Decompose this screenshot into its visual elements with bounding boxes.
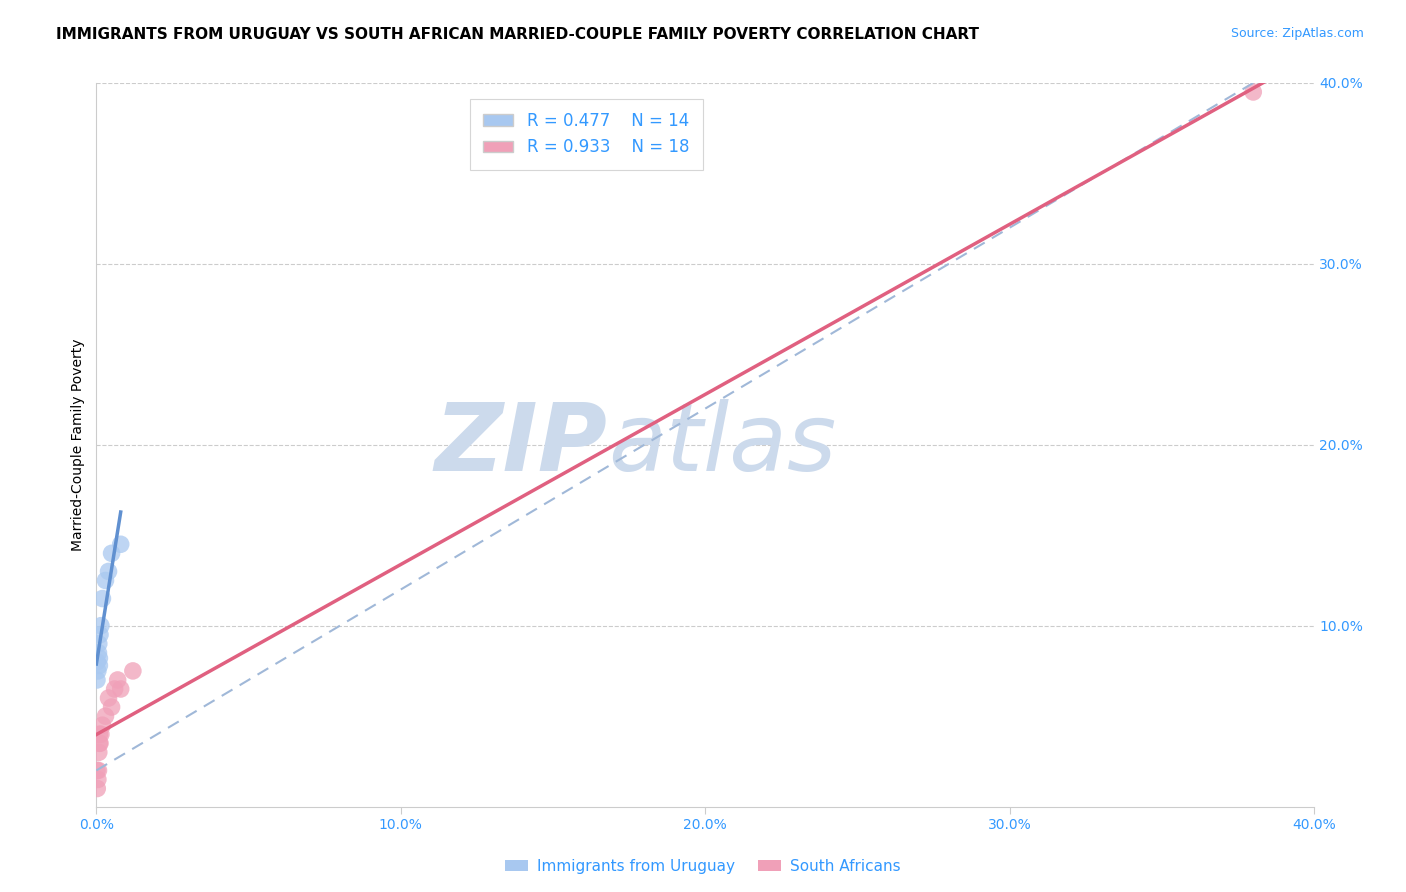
Point bbox=[89, 736, 111, 750]
Point bbox=[87, 637, 110, 651]
Point bbox=[100, 546, 122, 560]
Point bbox=[89, 736, 111, 750]
Point bbox=[89, 628, 111, 642]
Legend: Immigrants from Uruguay, South Africans: Immigrants from Uruguay, South Africans bbox=[499, 853, 907, 880]
Point bbox=[87, 772, 110, 787]
Point bbox=[97, 691, 120, 706]
Point bbox=[104, 681, 127, 696]
Y-axis label: Married-Couple Family Poverty: Married-Couple Family Poverty bbox=[72, 339, 86, 551]
Point bbox=[87, 664, 110, 678]
Point bbox=[94, 709, 117, 723]
Point bbox=[110, 537, 132, 551]
Point bbox=[89, 651, 111, 665]
Point bbox=[87, 764, 110, 778]
Point bbox=[91, 718, 114, 732]
Text: ZIP: ZIP bbox=[434, 399, 607, 491]
Point bbox=[86, 781, 108, 796]
Text: atlas: atlas bbox=[607, 400, 837, 491]
Point bbox=[94, 574, 117, 588]
Point bbox=[86, 764, 108, 778]
Text: IMMIGRANTS FROM URUGUAY VS SOUTH AFRICAN MARRIED-COUPLE FAMILY POVERTY CORRELATI: IMMIGRANTS FROM URUGUAY VS SOUTH AFRICAN… bbox=[56, 27, 979, 42]
Point bbox=[1241, 85, 1264, 99]
Text: Source: ZipAtlas.com: Source: ZipAtlas.com bbox=[1230, 27, 1364, 40]
Point bbox=[107, 673, 129, 687]
Point bbox=[90, 618, 112, 632]
Point bbox=[91, 591, 114, 606]
Point bbox=[100, 700, 122, 714]
Point bbox=[90, 727, 112, 741]
Point bbox=[89, 658, 111, 673]
Legend: R = 0.477    N = 14, R = 0.933    N = 18: R = 0.477 N = 14, R = 0.933 N = 18 bbox=[470, 98, 703, 169]
Point bbox=[87, 646, 110, 660]
Point bbox=[89, 727, 111, 741]
Point bbox=[87, 745, 110, 759]
Point bbox=[86, 673, 108, 687]
Point bbox=[97, 565, 120, 579]
Point bbox=[122, 664, 145, 678]
Point bbox=[110, 681, 132, 696]
Point bbox=[86, 655, 108, 669]
